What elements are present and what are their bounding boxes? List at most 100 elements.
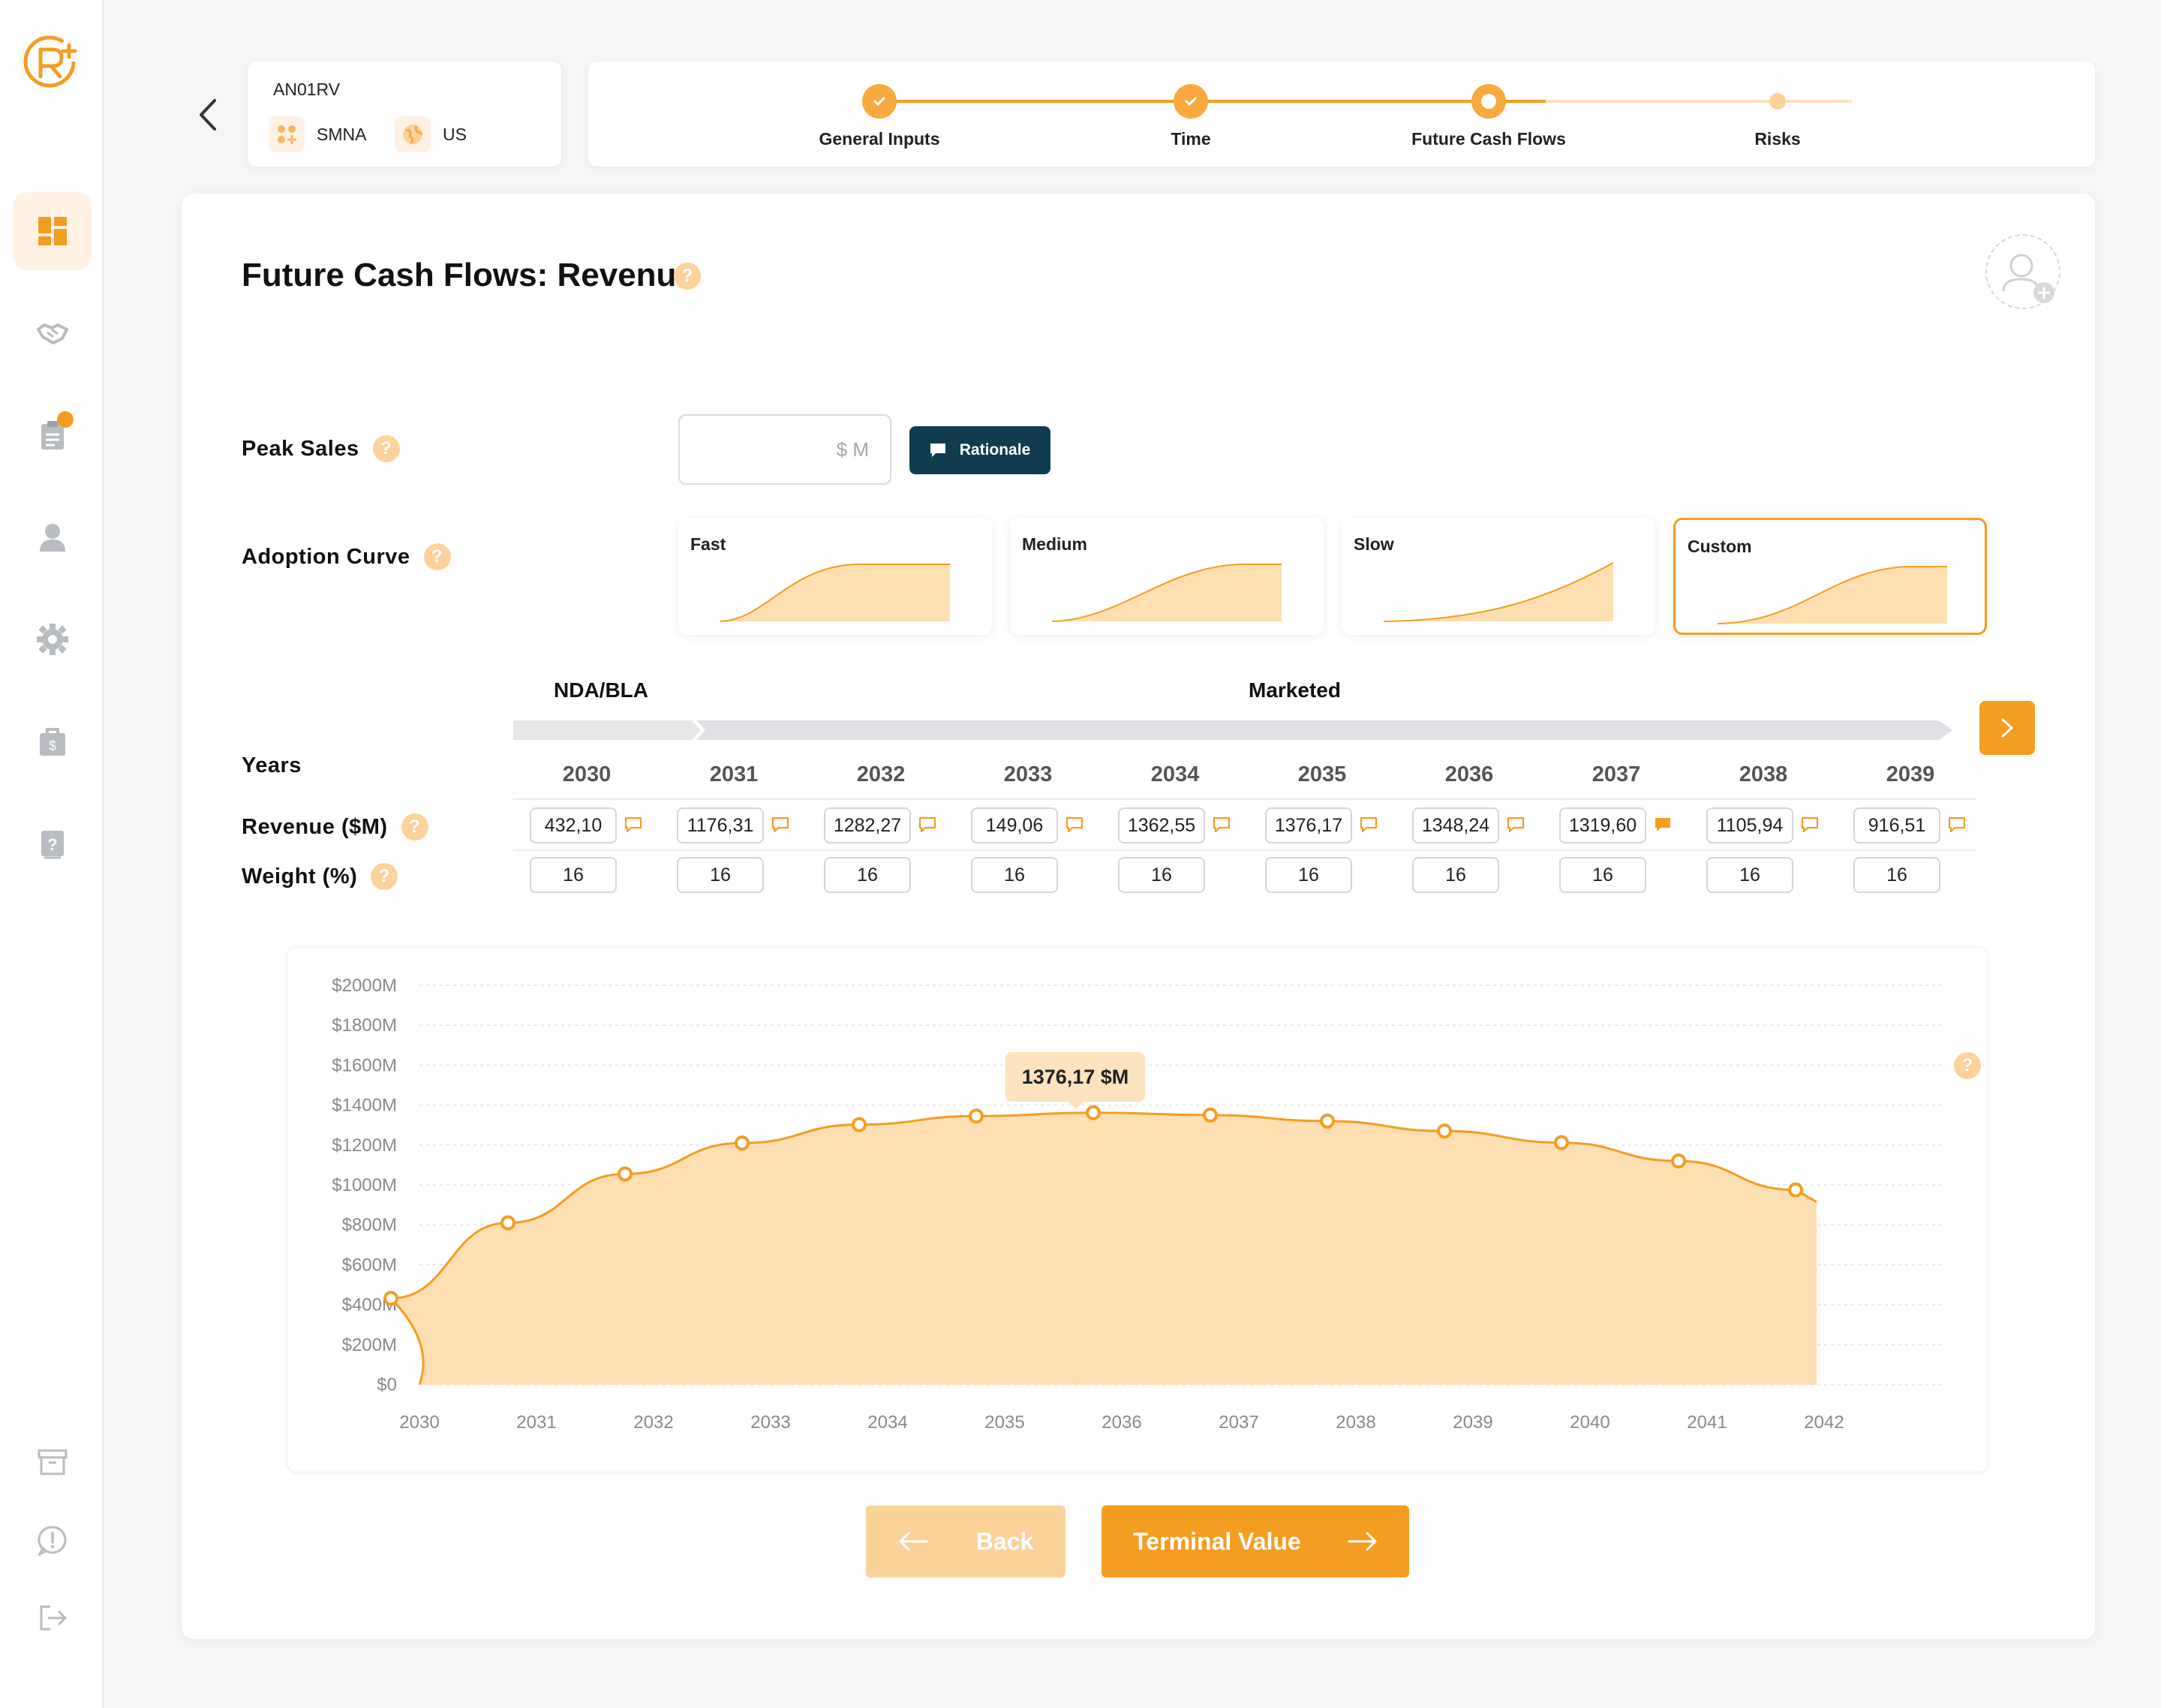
y-tick-label: $1200M — [332, 1135, 397, 1156]
weight-input[interactable]: 16 — [1706, 857, 1793, 893]
revenue-cell: 1105,94 — [1690, 807, 1837, 845]
weight-input[interactable]: 16 — [1559, 857, 1646, 893]
revenue-help-icon[interactable]: ? — [401, 813, 428, 840]
comment-icon[interactable] — [1065, 816, 1084, 833]
comment-icon[interactable] — [624, 816, 642, 833]
curve-option-fast[interactable]: Fast — [678, 518, 992, 635]
nav-dashboard[interactable] — [14, 192, 92, 270]
rationale-button[interactable]: Rationale — [909, 426, 1050, 474]
step-label-future-cash-flows[interactable]: Future Cash Flows — [1411, 129, 1566, 149]
year-header: 2035 — [1297, 762, 1347, 786]
revenue-cell: 1176,31 — [660, 807, 807, 845]
medium-curve-graphic — [1052, 564, 1282, 622]
year-header: 2036 — [1444, 762, 1494, 786]
terminal-value-button[interactable]: Terminal Value — [1102, 1505, 1409, 1577]
year-header: 2031 — [709, 762, 759, 786]
nav-finance[interactable]: $ — [14, 702, 92, 780]
step-dot-future-cash-flows[interactable] — [1471, 84, 1506, 119]
current-step-indicator — [1481, 94, 1496, 109]
curve-option-medium[interactable]: Medium — [1010, 518, 1324, 635]
x-tick-label: 2032 — [633, 1412, 673, 1433]
company-icon — [269, 116, 305, 152]
revenue-input[interactable]: 1362,55 — [1118, 807, 1205, 843]
comment-icon[interactable] — [1213, 816, 1231, 833]
data-point — [1203, 1107, 1218, 1123]
comment-icon[interactable] — [1948, 816, 1966, 833]
revenue-label: Revenue ($M) ? — [242, 813, 428, 840]
adoption-help-icon[interactable]: ? — [423, 543, 451, 570]
adoption-curve-text: Adoption Curve — [242, 544, 410, 569]
weight-help-icon[interactable]: ? — [371, 863, 398, 890]
peak-sales-input[interactable] — [678, 414, 891, 485]
revenue-input[interactable]: 432,10 — [530, 807, 617, 843]
scroll-years-next-button[interactable] — [1979, 701, 2035, 755]
nav-deals[interactable] — [14, 294, 92, 372]
weight-input[interactable]: 16 — [1118, 857, 1205, 893]
nav-logout[interactable] — [14, 1579, 92, 1657]
x-tick-label: 2041 — [1687, 1412, 1727, 1433]
comment-icon[interactable] — [1654, 816, 1672, 833]
revenue-input[interactable]: 1176,31 — [677, 807, 764, 843]
revenue-input[interactable]: 1319,60 — [1559, 807, 1646, 843]
comment-icon[interactable] — [771, 816, 789, 833]
peak-sales-help-icon[interactable]: ? — [372, 435, 400, 462]
revenue-input[interactable]: 149,06 — [971, 807, 1058, 843]
revenue-input[interactable]: 1348,24 — [1412, 807, 1499, 843]
revenue-input[interactable]: 1282,27 — [824, 807, 911, 843]
app-logo[interactable] — [21, 27, 84, 95]
weight-input[interactable]: 16 — [824, 857, 911, 893]
y-tick-label: $200M — [342, 1335, 397, 1355]
back-arrow-icon[interactable] — [194, 95, 224, 135]
revenue-cell: 1319,60 — [1543, 807, 1690, 845]
phase-marketed: Marketed — [1249, 678, 1341, 702]
chart-help-icon[interactable]: ? — [1954, 1052, 1981, 1079]
comment-icon — [930, 444, 945, 457]
table-divider — [513, 849, 1976, 851]
weight-input[interactable]: 16 — [530, 857, 617, 893]
data-point — [1086, 1105, 1101, 1120]
region-name: US — [443, 124, 467, 144]
revenue-cell: 1348,24 — [1396, 807, 1543, 845]
add-collaborator-button[interactable] — [1985, 234, 2060, 309]
revenue-cell: 916,51 — [1837, 807, 1984, 845]
nav-tasks[interactable] — [14, 396, 92, 474]
weight-input[interactable]: 16 — [1265, 857, 1352, 893]
revenue-card: Future Cash Flows: Revenue ? Peak Sales … — [182, 194, 2095, 1639]
nav-profile[interactable] — [14, 498, 92, 576]
curve-option-slow[interactable]: Slow — [1342, 518, 1655, 635]
comment-icon[interactable] — [918, 816, 936, 833]
title-help-icon[interactable]: ? — [674, 263, 701, 290]
nav-help[interactable]: ? — [14, 804, 92, 883]
back-button[interactable]: Back — [866, 1505, 1065, 1577]
weight-input[interactable]: 16 — [971, 857, 1058, 893]
company-name: SMNA — [317, 124, 367, 144]
step-dot-general-inputs[interactable] — [862, 84, 897, 119]
years-label: Years — [242, 753, 302, 778]
weight-input[interactable]: 16 — [1412, 857, 1499, 893]
nav-feedback[interactable] — [14, 1501, 92, 1579]
curve-option-custom[interactable]: Custom — [1673, 518, 1987, 635]
revenue-input[interactable]: 916,51 — [1853, 807, 1940, 843]
comment-icon[interactable] — [1507, 816, 1525, 833]
peak-sales-label: Peak Sales ? — [242, 435, 400, 462]
weight-input[interactable]: 16 — [1853, 857, 1940, 893]
comment-icon[interactable] — [1360, 816, 1378, 833]
slow-curve-graphic — [1384, 562, 1613, 622]
weight-input[interactable]: 16 — [677, 857, 764, 893]
step-dot-time[interactable] — [1174, 84, 1208, 119]
step-label-risks[interactable]: Risks — [1754, 129, 1801, 149]
year-header: 2034 — [1150, 762, 1200, 786]
step-label-general-inputs[interactable]: General Inputs — [819, 129, 940, 149]
revenue-input[interactable]: 1105,94 — [1706, 807, 1793, 843]
data-point — [500, 1215, 515, 1231]
arrow-left-icon — [899, 1532, 928, 1551]
comment-icon[interactable] — [1801, 816, 1819, 833]
nav-archive[interactable] — [14, 1423, 92, 1501]
step-label-time[interactable]: Time — [1171, 129, 1211, 149]
data-point — [1671, 1153, 1686, 1169]
progress-stepper: General Inputs Time Future Cash Flows Ri… — [588, 62, 2095, 167]
step-dot-risks[interactable] — [1769, 93, 1786, 110]
revenue-input[interactable]: 1376,17 — [1265, 807, 1352, 843]
company-chip: SMNA — [269, 116, 366, 153]
nav-settings[interactable] — [14, 600, 92, 678]
